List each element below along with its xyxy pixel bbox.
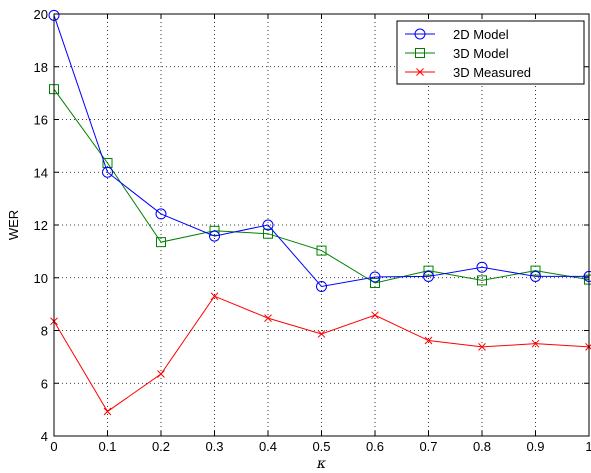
data-point [478, 342, 486, 351]
data-point [423, 265, 434, 276]
data-point [264, 314, 272, 322]
data-point-stroke [157, 370, 165, 378]
series-circle [48, 9, 591, 292]
data-point-stroke [210, 292, 219, 301]
data-point [262, 219, 274, 231]
legend-marker [416, 68, 424, 76]
ticks: 0 0.1 0.2 0.3 0.4 0.5 0.6 0.7 0.8 0.9 146810121416… [34, 7, 591, 454]
y-tick-label: 8 [41, 324, 48, 339]
data-point [370, 278, 380, 289]
data-point [209, 230, 220, 242]
y-tick-label: 12 [34, 218, 48, 233]
x-tick-label: 0.9 [526, 439, 544, 454]
x-tick-label: 0.1 [98, 439, 116, 454]
data-point-stroke [103, 407, 112, 416]
legend-marker [414, 28, 426, 40]
y-tick-label: 10 [34, 271, 48, 286]
x-tick-label: 1 [585, 439, 591, 454]
x-tick-label: 0.3 [205, 439, 223, 454]
x-tick-label: 0 [50, 439, 57, 454]
legend-label: 3D Model [453, 46, 509, 61]
y-tick-label: 16 [34, 113, 48, 128]
series-line [53, 88, 590, 284]
x-tick-label: 0.7 [419, 439, 437, 454]
x-tick-label: 0.8 [473, 439, 491, 454]
data-point-stroke [371, 311, 379, 320]
y-tick-label: 18 [34, 60, 48, 75]
data-point [157, 370, 165, 378]
data-point [530, 265, 541, 276]
x-tick-label: 0.4 [259, 439, 277, 454]
data-point [531, 339, 540, 348]
legend-label: 2D Model [453, 27, 509, 42]
data-point [155, 208, 167, 220]
y-tick-label: 6 [41, 376, 48, 391]
data-point [156, 237, 166, 248]
data-point [209, 225, 220, 236]
x-tick-label: 0.5 [312, 439, 330, 454]
legend-label: 3D Measured [453, 65, 531, 80]
series-layer [48, 9, 591, 416]
y-axis-label: WER [6, 210, 21, 240]
data-point [263, 228, 273, 239]
data-point [476, 261, 488, 273]
data-point [530, 270, 541, 282]
data-point [371, 311, 379, 320]
data-point [423, 270, 434, 282]
data-point [317, 330, 326, 338]
data-point [103, 407, 112, 416]
legend-marker-stroke [416, 68, 424, 76]
data-point [316, 280, 327, 292]
data-point-stroke [424, 336, 433, 345]
legend-item: 3D Model [405, 46, 509, 61]
series-line [53, 15, 589, 287]
data-point-stroke [531, 339, 540, 348]
data-point [316, 245, 327, 256]
data-point [102, 166, 113, 178]
legend-marker [415, 48, 425, 58]
y-tick-label: 14 [34, 165, 48, 180]
data-point-stroke [478, 342, 486, 351]
legend-item: 2D Model [405, 27, 509, 42]
data-point [424, 336, 433, 345]
data-point [369, 271, 381, 283]
y-tick-label: 4 [41, 429, 48, 444]
legend-item: 3D Measured [405, 65, 531, 80]
x-axis-label: κ [316, 456, 326, 472]
x-tick-label: 0.6 [366, 439, 384, 454]
data-point [210, 292, 219, 301]
data-point-stroke [264, 314, 272, 322]
data-point [477, 275, 487, 286]
y-tick-label: 20 [34, 7, 48, 22]
x-tick-label: 0.2 [152, 439, 170, 454]
legend: 2D Model 3D Model 3D Measured [396, 20, 585, 85]
data-point-stroke [317, 330, 326, 338]
